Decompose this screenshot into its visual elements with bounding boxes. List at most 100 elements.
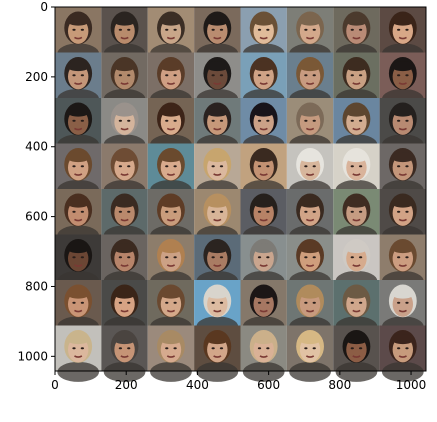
x-axis: 0 200 400 600 800 1000 (51, 371, 426, 392)
hair-fringe (206, 152, 229, 163)
left-eye (118, 210, 123, 213)
right-eye (312, 256, 316, 259)
left-eye (397, 28, 401, 31)
right-eye (405, 210, 409, 213)
shoulders (242, 361, 285, 382)
face-tile (147, 325, 195, 382)
left-eye (118, 347, 123, 350)
left-eye (165, 210, 169, 213)
hair-fringe (298, 61, 322, 72)
shoulders (381, 361, 424, 382)
left-eye (72, 347, 76, 350)
hair-fringe (113, 288, 136, 299)
left-eye (211, 210, 215, 213)
mouth (166, 309, 176, 313)
shoulders (335, 361, 378, 382)
mouth (120, 127, 129, 131)
right-eye (266, 210, 270, 213)
hair-fringe (67, 61, 90, 72)
left-eye (397, 119, 401, 122)
mouth (213, 309, 222, 313)
left-eye (211, 347, 215, 350)
hair-fringe (298, 106, 322, 117)
right-eye (312, 119, 316, 122)
mouth (259, 36, 268, 40)
mouth (120, 309, 129, 313)
left-eye (211, 256, 215, 259)
mouth (213, 82, 222, 85)
right-eye (358, 347, 363, 350)
right-eye (312, 210, 316, 213)
left-eye (211, 301, 215, 304)
mouth (259, 309, 268, 313)
left-eye (304, 165, 308, 168)
right-eye (266, 74, 270, 77)
mouth (74, 264, 83, 267)
right-eye (405, 28, 409, 31)
hair-fringe (345, 152, 368, 163)
mouth (305, 127, 315, 131)
mouth (305, 36, 315, 40)
hair-fringe (345, 288, 368, 299)
right-eye (219, 210, 224, 213)
hair-fringe (345, 106, 368, 117)
right-eye (219, 28, 224, 31)
y-tick-label: 0 (40, 0, 48, 14)
right-eye (127, 301, 131, 304)
right-eye (358, 74, 363, 77)
hair-fringe (113, 61, 136, 72)
hair-fringe (159, 243, 183, 254)
hair-fringe (113, 334, 136, 345)
hair-fringe (391, 106, 414, 117)
right-eye (173, 165, 177, 168)
left-eye (350, 74, 354, 77)
right-eye (80, 165, 84, 168)
face-tile (379, 325, 426, 382)
left-eye (118, 256, 123, 259)
left-eye (350, 165, 354, 168)
right-eye (266, 28, 270, 31)
hair-fringe (67, 106, 90, 117)
left-eye (257, 210, 262, 213)
left-eye (350, 347, 354, 350)
shoulders (57, 361, 100, 382)
face-tile (240, 234, 287, 291)
right-eye (173, 74, 177, 77)
hair-fringe (252, 197, 275, 208)
left-eye (304, 210, 308, 213)
mouth (398, 309, 407, 313)
hair-fringe (391, 61, 414, 72)
hair-fringe (206, 288, 229, 299)
mouth (120, 36, 129, 40)
hair-fringe (298, 15, 322, 26)
hair-fringe (113, 197, 136, 208)
right-eye (219, 256, 224, 259)
mouth (166, 173, 176, 176)
face-tile (101, 325, 148, 382)
right-eye (312, 74, 316, 77)
hair-fringe (345, 15, 368, 26)
face-tile (333, 52, 380, 109)
right-eye (80, 119, 84, 122)
left-eye (257, 301, 262, 304)
right-eye (173, 347, 177, 350)
left-eye (350, 119, 354, 122)
mouth (259, 82, 268, 85)
left-eye (118, 301, 123, 304)
mouth (398, 127, 407, 131)
hair-fringe (159, 106, 183, 117)
face-tile (55, 325, 102, 382)
hair-fringe (391, 15, 414, 26)
mouth (166, 36, 176, 40)
mouth (213, 127, 222, 131)
hair-fringe (159, 15, 183, 26)
mouth (74, 355, 83, 358)
right-eye (405, 301, 409, 304)
left-eye (304, 28, 308, 31)
hair-fringe (345, 197, 368, 208)
right-eye (127, 210, 131, 213)
left-eye (118, 74, 123, 77)
left-eye (350, 210, 354, 213)
left-eye (211, 74, 215, 77)
